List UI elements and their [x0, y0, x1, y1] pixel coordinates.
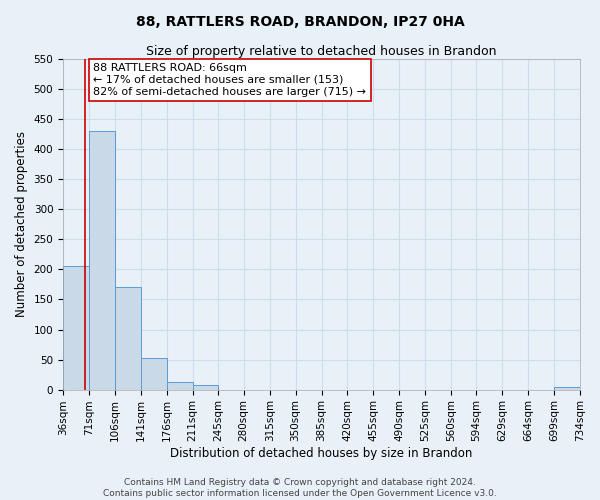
Text: Contains HM Land Registry data © Crown copyright and database right 2024.
Contai: Contains HM Land Registry data © Crown c… [103, 478, 497, 498]
Y-axis label: Number of detached properties: Number of detached properties [15, 132, 28, 318]
X-axis label: Distribution of detached houses by size in Brandon: Distribution of detached houses by size … [170, 447, 473, 460]
Bar [554, 387, 580, 390]
Bar [63, 266, 89, 390]
Bar [167, 382, 193, 390]
Bar [115, 288, 141, 390]
Text: 88 RATTLERS ROAD: 66sqm
← 17% of detached houses are smaller (153)
82% of semi-d: 88 RATTLERS ROAD: 66sqm ← 17% of detache… [94, 64, 367, 96]
Bar [193, 385, 218, 390]
Text: 88, RATTLERS ROAD, BRANDON, IP27 0HA: 88, RATTLERS ROAD, BRANDON, IP27 0HA [136, 15, 464, 29]
Title: Size of property relative to detached houses in Brandon: Size of property relative to detached ho… [146, 45, 497, 58]
Bar [89, 132, 115, 390]
Bar [141, 358, 167, 390]
